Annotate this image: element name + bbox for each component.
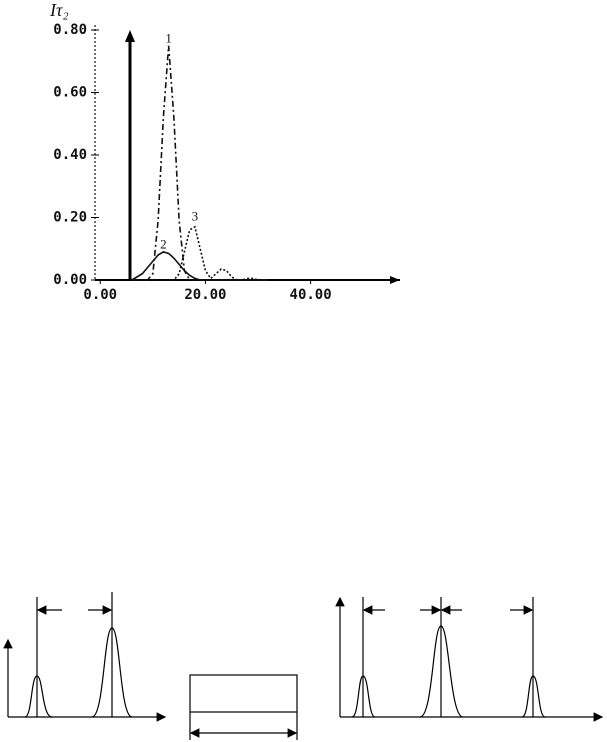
y-tick-label: 0.20 xyxy=(53,210,87,226)
series-line xyxy=(131,225,269,281)
diagram-middle xyxy=(189,674,298,740)
y-tick-label: 0.80 xyxy=(53,22,87,38)
annotation: 3 xyxy=(192,208,199,223)
y-tick-label: 0.00 xyxy=(53,272,87,288)
x-arrow xyxy=(390,276,400,284)
series-line xyxy=(131,251,269,281)
series-line xyxy=(131,45,269,281)
x-tick-label: 0.00 xyxy=(83,287,117,303)
annotation: 1 xyxy=(165,30,172,45)
diagram-right xyxy=(335,596,604,722)
chart: Iτ₂ 0.00 0.20 0.40 0.60 0.80 0.00 20.00 40.00 1 2… xyxy=(49,0,400,303)
diagram-left xyxy=(3,592,167,722)
y-tick-label: 0.60 xyxy=(53,85,87,101)
y-tick-label: 0.40 xyxy=(53,147,87,163)
thick-arrow xyxy=(125,30,135,42)
annotation: 2 xyxy=(160,237,167,252)
y-axis-label: Iτ₂ xyxy=(49,0,69,20)
x-tick-label: 20.00 xyxy=(184,287,226,303)
x-tick-label: 40.00 xyxy=(290,287,332,303)
